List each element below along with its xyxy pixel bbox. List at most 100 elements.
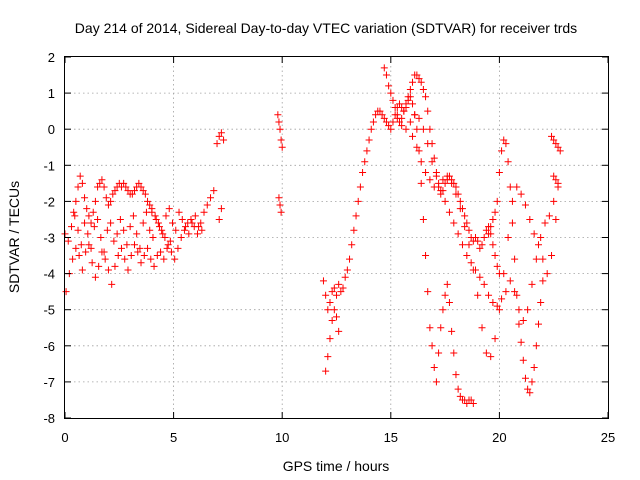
y-tick-label: -6 xyxy=(43,339,55,354)
data-point xyxy=(413,125,421,133)
data-point xyxy=(430,363,438,371)
data-point xyxy=(277,136,285,144)
data-point xyxy=(426,176,434,184)
data-point xyxy=(441,179,449,187)
data-point xyxy=(169,219,177,227)
data-point xyxy=(543,270,551,278)
data-point xyxy=(154,219,162,227)
data-point xyxy=(151,212,159,220)
data-point xyxy=(363,147,371,155)
data-point xyxy=(454,385,462,393)
data-point xyxy=(532,255,540,263)
data-point xyxy=(482,349,490,357)
data-point xyxy=(367,125,375,133)
y-tick-label: -7 xyxy=(43,375,55,390)
data-point xyxy=(445,208,453,216)
data-point xyxy=(120,226,128,234)
data-point xyxy=(158,226,166,234)
data-point xyxy=(135,179,143,187)
data-point xyxy=(485,230,493,238)
data-point xyxy=(131,241,139,249)
data-point xyxy=(140,252,148,260)
data-point xyxy=(278,143,286,151)
data-point xyxy=(413,143,421,151)
data-point xyxy=(385,122,393,130)
data-point xyxy=(550,197,558,205)
data-point xyxy=(478,324,486,332)
data-point xyxy=(395,118,403,126)
y-tick-label: -5 xyxy=(43,303,55,318)
data-point xyxy=(220,136,228,144)
data-point xyxy=(197,219,205,227)
data-point xyxy=(417,179,425,187)
data-point xyxy=(376,107,384,115)
data-point xyxy=(524,306,532,314)
data-point xyxy=(539,255,547,263)
data-point xyxy=(94,183,102,191)
y-tick-label: -3 xyxy=(43,231,55,246)
data-point xyxy=(177,234,185,241)
data-point xyxy=(335,280,343,288)
data-point xyxy=(75,252,83,260)
data-point xyxy=(330,306,338,314)
data-point xyxy=(114,252,122,260)
data-point xyxy=(369,118,377,126)
data-point xyxy=(463,400,471,408)
data-point xyxy=(502,140,510,148)
series-trace-g xyxy=(322,306,343,375)
data-point xyxy=(528,378,536,386)
data-point xyxy=(430,154,438,162)
y-tick-label: -1 xyxy=(43,158,55,173)
data-point xyxy=(452,371,460,379)
data-point xyxy=(326,298,334,306)
x-axis-label: GPS time / hours xyxy=(283,458,390,474)
y-tick-label: -4 xyxy=(43,267,55,282)
series-trace-j xyxy=(409,132,560,361)
data-point xyxy=(395,100,403,108)
data-point xyxy=(62,288,70,296)
series-trace-b xyxy=(62,237,174,296)
data-point xyxy=(184,219,192,227)
data-point xyxy=(498,295,506,303)
data-point xyxy=(98,248,106,256)
data-point xyxy=(319,277,327,285)
data-point xyxy=(85,212,93,220)
data-point xyxy=(415,75,423,83)
data-point xyxy=(391,104,399,112)
data-point xyxy=(160,255,168,263)
data-point xyxy=(339,284,347,292)
data-point xyxy=(506,277,514,285)
data-point xyxy=(452,190,460,198)
data-point xyxy=(552,176,560,184)
data-point xyxy=(144,197,152,205)
series-trace-e xyxy=(274,111,286,216)
data-point xyxy=(64,237,72,245)
data-point xyxy=(515,320,523,328)
x-tick-label: 15 xyxy=(384,430,398,445)
data-point xyxy=(528,280,536,288)
data-point xyxy=(172,226,180,234)
data-point xyxy=(513,183,521,191)
data-point xyxy=(275,194,283,202)
data-point xyxy=(277,208,285,216)
data-point xyxy=(552,140,560,148)
data-point xyxy=(426,125,434,133)
data-point xyxy=(324,353,332,361)
data-point xyxy=(120,179,128,187)
data-point xyxy=(491,208,499,216)
data-point xyxy=(439,306,447,314)
data-point xyxy=(328,288,336,296)
data-point xyxy=(428,158,436,166)
data-point xyxy=(406,85,414,93)
y-tick-label: -8 xyxy=(43,411,55,426)
chart-title: Day 214 of 2014, Sidereal Day-to-day VTE… xyxy=(75,20,577,36)
data-point xyxy=(435,349,443,357)
data-point xyxy=(91,273,99,281)
data-point xyxy=(128,190,136,198)
data-point xyxy=(406,118,414,126)
data-point xyxy=(348,241,356,249)
data-point xyxy=(100,183,108,191)
data-point xyxy=(191,212,199,220)
data-point xyxy=(495,306,503,314)
data-point xyxy=(482,226,490,234)
